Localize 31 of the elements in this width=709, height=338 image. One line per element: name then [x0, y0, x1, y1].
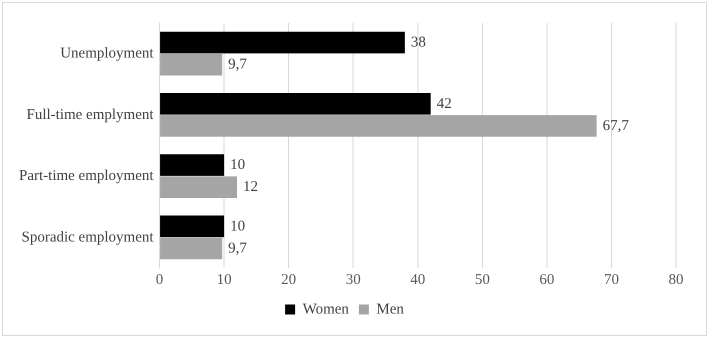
- y-tick-label: Sporadic employment: [21, 229, 154, 246]
- data-label: 10: [230, 218, 246, 234]
- bar: [160, 176, 238, 198]
- bar: [160, 115, 597, 137]
- data-label: 10: [230, 157, 246, 174]
- y-tick-label: Unemployment: [60, 46, 154, 62]
- x-tick-label: 0: [156, 272, 164, 288]
- data-label: 9,7: [228, 56, 248, 73]
- x-tick-label: 50: [474, 272, 490, 288]
- x-tick-label: 40: [410, 272, 426, 288]
- x-tick-label: 60: [539, 272, 554, 288]
- data-label: 12: [243, 179, 258, 196]
- data-label: 67,7: [602, 118, 630, 134]
- data-label: 38: [410, 34, 426, 51]
- x-tick-label: 70: [604, 272, 619, 288]
- bar: [160, 216, 224, 238]
- data-label: 42: [436, 96, 452, 112]
- legend-label: Women: [302, 301, 350, 318]
- x-tick-label: 80: [668, 272, 684, 288]
- bar: [160, 238, 222, 260]
- legend-label: Men: [376, 301, 404, 318]
- bar: [160, 93, 431, 115]
- data-label: 9,7: [228, 240, 248, 256]
- y-tick-label: Full-time emplyment: [26, 106, 154, 123]
- y-tick-label: Part-time employment: [18, 168, 154, 184]
- x-tick-label: 10: [216, 272, 232, 288]
- x-tick-label: 30: [346, 272, 361, 288]
- bar: [160, 54, 222, 76]
- bar: [160, 154, 224, 176]
- x-tick-label: 20: [281, 272, 296, 288]
- bar: [160, 32, 405, 54]
